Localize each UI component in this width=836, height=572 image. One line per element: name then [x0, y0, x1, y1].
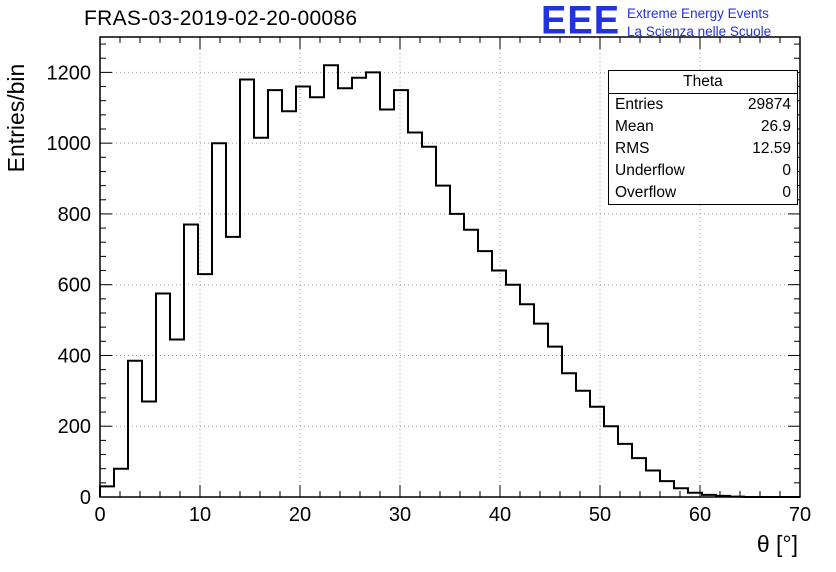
y-tick-label: 800	[58, 204, 91, 226]
stats-label: Entries	[615, 96, 664, 113]
x-tick-label: 40	[489, 504, 511, 526]
stats-row-overflow: Overflow 0	[609, 182, 797, 204]
eee-logo-line1: Extreme Energy Events	[627, 6, 769, 21]
stats-value: 0	[782, 162, 791, 179]
stats-label: Mean	[615, 118, 654, 135]
y-tick-label: 1000	[47, 133, 92, 155]
x-tick-label: 70	[789, 504, 811, 526]
y-tick-label: 0	[80, 487, 91, 509]
y-axis-label: Entries/bin	[3, 64, 29, 173]
stats-box: Theta Entries 29874 Mean 26.9 RMS 12.59 …	[608, 70, 798, 205]
stats-row-mean: Mean 26.9	[609, 116, 797, 138]
stats-label: Underflow	[615, 162, 685, 179]
stats-row-underflow: Underflow 0	[609, 160, 797, 182]
y-tick-label: 200	[58, 416, 91, 438]
eee-logo-line2: La Scienza nelle Scuole	[627, 23, 772, 39]
x-tick-label: 50	[589, 504, 611, 526]
x-tick-label: 10	[189, 504, 211, 526]
plot-title: FRAS-03-2019-02-20-00086	[84, 7, 358, 30]
x-tick-label: 30	[389, 504, 411, 526]
stats-row-entries: Entries 29874	[609, 94, 797, 116]
y-tick-label: 1200	[47, 62, 92, 84]
x-tick-label: 0	[94, 504, 105, 526]
eee-logo-text: EEE	[541, 0, 621, 43]
stats-value: 12.59	[752, 140, 791, 157]
histogram-line	[99, 64, 800, 498]
eee-logo-subtitle: Extreme Energy Events La Scienza nelle S…	[627, 2, 771, 40]
x-tick-label: 20	[289, 504, 311, 526]
y-tick-label: 400	[58, 345, 91, 367]
y-tick-label: 600	[58, 275, 91, 297]
x-tick-label: 60	[689, 504, 711, 526]
stats-label: Overflow	[615, 184, 677, 201]
stats-value: 0	[782, 184, 791, 201]
eee-logo: EEE Extreme Energy Events La Scienza nel…	[541, 0, 771, 43]
stats-label: RMS	[615, 140, 650, 157]
stats-title: Theta	[609, 71, 797, 94]
stats-value: 26.9	[760, 118, 791, 135]
plot-frame	[99, 36, 801, 498]
stats-row-rms: RMS 12.59	[609, 138, 797, 160]
x-axis-label: θ [°]	[757, 531, 798, 557]
stats-value: 29874	[747, 96, 791, 113]
